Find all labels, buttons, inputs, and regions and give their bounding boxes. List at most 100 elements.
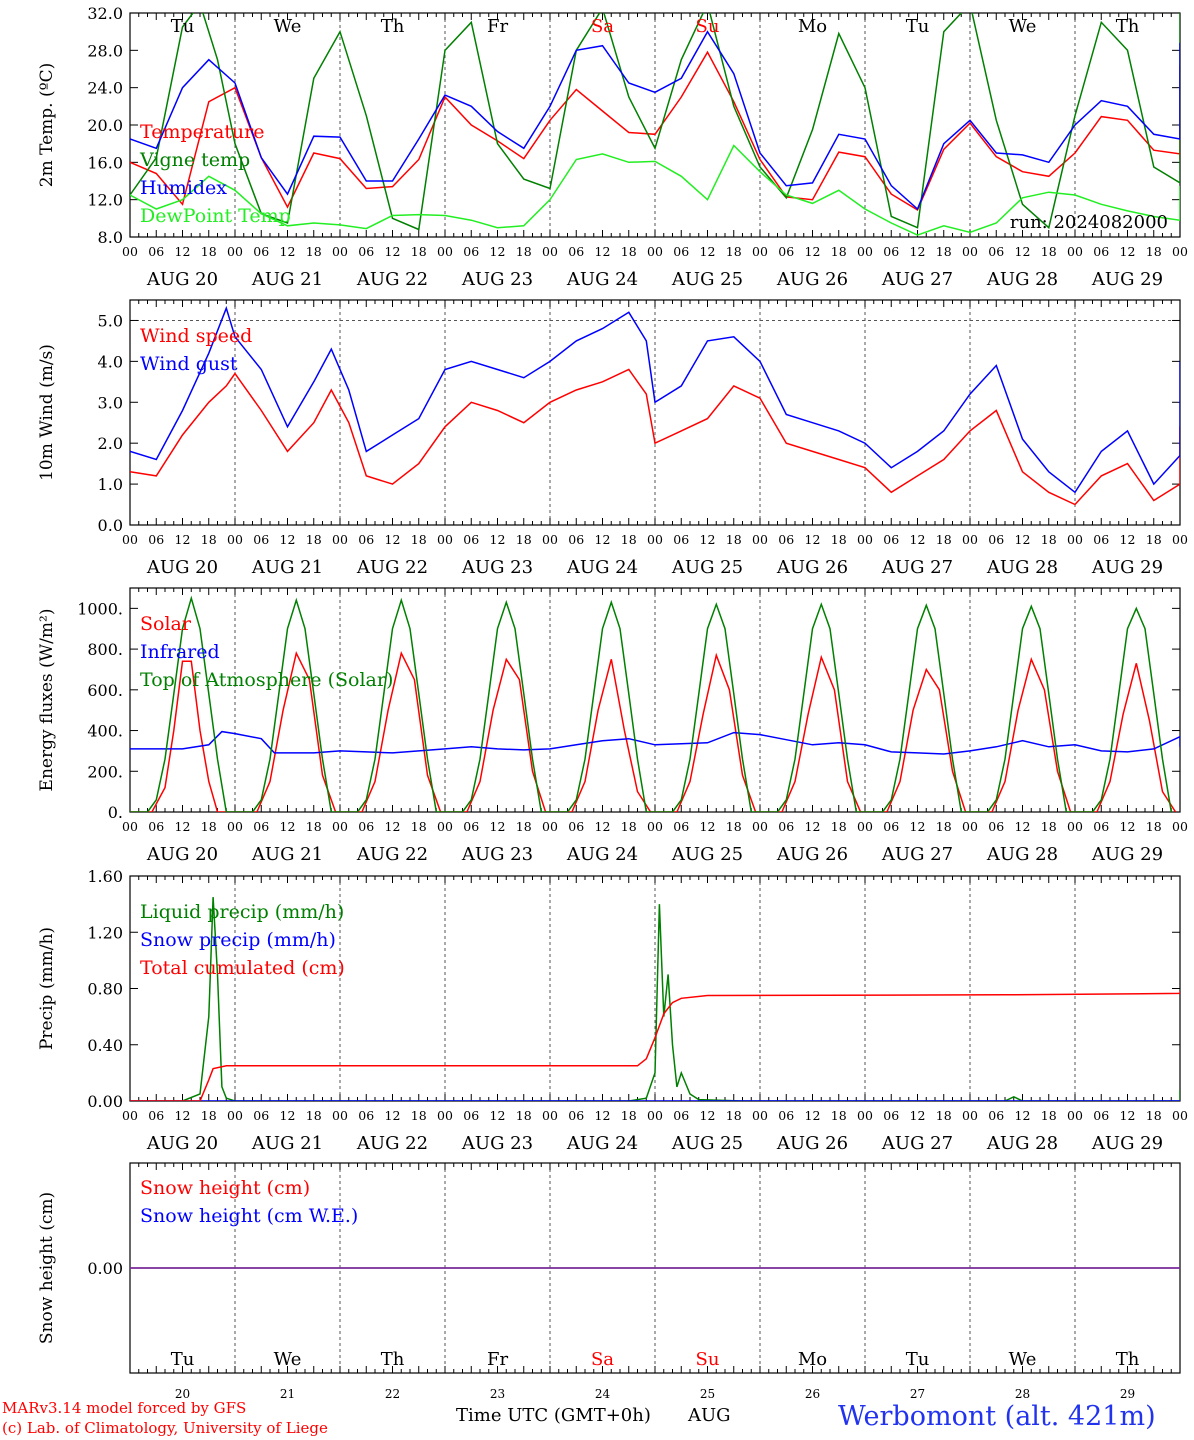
- hour-tick-label: 06: [883, 244, 899, 259]
- hour-tick-label: 18: [306, 532, 322, 547]
- hour-tick-label: 18: [936, 244, 952, 259]
- hour-tick-label: 12: [910, 532, 926, 547]
- y-tick-label: 0.00: [87, 1259, 123, 1278]
- date-label: AUG 26: [776, 1133, 848, 1154]
- day-number-label: 20: [175, 1387, 190, 1401]
- date-label: AUG 26: [776, 844, 848, 865]
- y-tick-label: 4.0: [98, 352, 123, 371]
- hour-tick-label: 00: [437, 1108, 453, 1123]
- y-tick-label: 600.: [87, 681, 123, 700]
- y-tick-label: 5.0: [98, 311, 123, 330]
- hour-tick-label: 06: [148, 819, 164, 834]
- weekday-label: Th: [1116, 16, 1140, 37]
- hour-tick-label: 06: [568, 244, 584, 259]
- hour-tick-label: 00: [542, 1108, 558, 1123]
- date-label: AUG 27: [881, 844, 953, 865]
- date-label: AUG 22: [356, 1133, 428, 1154]
- hour-tick-label: 00: [962, 819, 978, 834]
- legend-entry: Liquid precip (mm/h): [140, 901, 344, 923]
- y-tick-label: 0.00: [87, 1092, 123, 1111]
- hour-tick-label: 06: [1093, 1108, 1109, 1123]
- date-label: AUG 29: [1091, 269, 1163, 290]
- hour-tick-label: 06: [778, 819, 794, 834]
- hour-tick-label: 12: [385, 819, 401, 834]
- hour-tick-label: 00: [647, 244, 663, 259]
- hour-tick-label: 00: [542, 532, 558, 547]
- day-number-label: 26: [805, 1387, 820, 1401]
- hour-tick-label: 12: [910, 819, 926, 834]
- plot-frame: [129, 299, 1181, 526]
- hour-tick-label: 18: [936, 819, 952, 834]
- hour-tick-label: 00: [227, 819, 243, 834]
- weekday-label: Th: [381, 16, 405, 37]
- weekday-label: Su: [696, 16, 720, 37]
- hour-tick-label: 18: [726, 819, 742, 834]
- series-line-infrared: [130, 730, 1180, 755]
- hour-tick-label: 12: [385, 532, 401, 547]
- day-number-label: 28: [1015, 1387, 1030, 1401]
- hour-tick-label: 00: [962, 1108, 978, 1123]
- weekday-label: Su: [696, 1349, 720, 1370]
- date-label: AUG 26: [776, 269, 848, 290]
- date-label: AUG 24: [566, 557, 638, 578]
- hour-tick-label: 18: [1041, 532, 1057, 547]
- hour-tick-label: 12: [595, 532, 611, 547]
- hour-tick-label: 00: [1067, 819, 1083, 834]
- date-label: AUG 24: [566, 844, 638, 865]
- date-label: AUG 26: [776, 557, 848, 578]
- precip-panel: 00 06 12 18 AUG 20 00 06 12 18 AUG 21 00 06 12 18 AUG …: [37, 867, 1188, 1154]
- hour-tick-label: 18: [201, 819, 217, 834]
- y-tick-label: 1.20: [87, 923, 123, 942]
- hour-tick-label: 12: [805, 819, 821, 834]
- hour-tick-label: 18: [621, 532, 637, 547]
- hour-tick-label: 18: [621, 244, 637, 259]
- hour-tick-label: 12: [700, 244, 716, 259]
- model-credit: MARv3.14 model forced by GFS: [2, 1399, 247, 1417]
- hour-tick-label: 00: [1067, 244, 1083, 259]
- series-line-liquid-precip-mm-h-: [130, 897, 1180, 1101]
- hour-tick-label: 06: [358, 1108, 374, 1123]
- date-label: AUG 29: [1091, 1133, 1163, 1154]
- energy-panel: 00 06 12 18 AUG 20 00 06 12 18 AUG 21 00 06 12 18 AUG …: [37, 587, 1188, 865]
- y-axis-label: Snow height (cm): [37, 1192, 57, 1344]
- hour-tick-label: 18: [621, 819, 637, 834]
- hour-tick-label: 12: [1015, 532, 1031, 547]
- hour-tick-label: 12: [280, 819, 296, 834]
- hour-tick-label: 00: [227, 244, 243, 259]
- hour-tick-label: 00: [1172, 819, 1188, 834]
- hour-tick-label: 12: [175, 1108, 191, 1123]
- hour-tick-label: 18: [1146, 244, 1162, 259]
- y-tick-label: 8.0: [98, 228, 123, 247]
- legend-entry: Solar: [140, 613, 192, 635]
- hour-tick-label: 18: [1041, 1108, 1057, 1123]
- day-number-label: 24: [595, 1387, 611, 1401]
- time-axis-label: Time UTC (GMT+0h): [456, 1405, 651, 1426]
- hour-tick-label: 06: [358, 819, 374, 834]
- hour-tick-label: 00: [752, 244, 768, 259]
- hour-tick-label: 12: [175, 819, 191, 834]
- hour-tick-label: 18: [831, 244, 847, 259]
- date-label: AUG 24: [566, 269, 638, 290]
- y-axis-label: Energy fluxes (W/m²): [37, 609, 57, 792]
- date-label: AUG 20: [146, 557, 218, 578]
- hour-tick-label: 06: [148, 244, 164, 259]
- hour-tick-label: 06: [253, 244, 269, 259]
- date-label: AUG 28: [986, 1133, 1058, 1154]
- y-tick-label: 400.: [87, 722, 123, 741]
- y-axis-label: 10m Wind (m/s): [37, 344, 57, 481]
- date-label: AUG 25: [671, 269, 743, 290]
- hour-tick-label: 12: [280, 532, 296, 547]
- hour-tick-label: 06: [988, 532, 1004, 547]
- legend-entry: Humidex: [140, 177, 227, 199]
- weekday-label: Mo: [798, 1349, 827, 1370]
- hour-tick-label: 00: [647, 532, 663, 547]
- hour-tick-label: 00: [857, 244, 873, 259]
- hour-tick-label: 18: [621, 1108, 637, 1123]
- y-tick-label: 0.40: [87, 1036, 123, 1055]
- day-number-label: 29: [1120, 1387, 1135, 1401]
- series-line-top-of-atmosphere-solar-: [130, 595, 1173, 812]
- hour-tick-label: 00: [1172, 244, 1188, 259]
- hour-tick-label: 12: [175, 244, 191, 259]
- weekday-label: Th: [381, 1349, 405, 1370]
- weekday-label: Mo: [798, 16, 827, 37]
